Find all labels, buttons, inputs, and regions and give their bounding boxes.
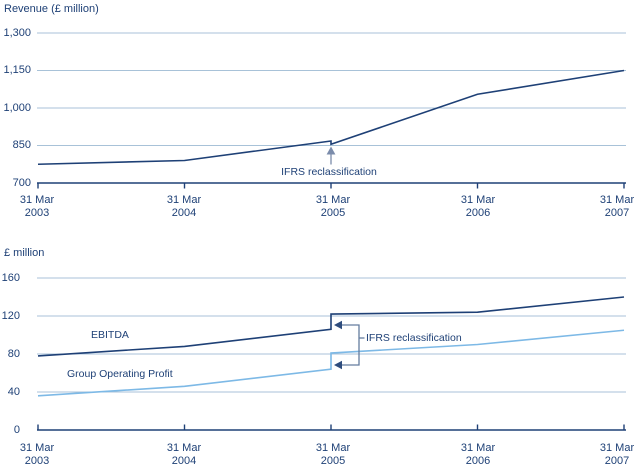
revenue-x-tick-2007: 31 Mar 2007 bbox=[582, 194, 640, 219]
revenue-chart-title: Revenue (£ million) bbox=[4, 3, 99, 15]
x-tick-year: 2003 bbox=[24, 454, 50, 467]
revenue-x-tick-2004: 31 Mar 2004 bbox=[149, 194, 219, 219]
ebitda-line bbox=[37, 296, 625, 357]
x-tick-year: 2003 bbox=[24, 206, 50, 219]
profit-ifrs-annotation: IFRS reclassification bbox=[366, 332, 462, 344]
profit-chart bbox=[37, 277, 626, 431]
profit-x-tick-2005: 31 Mar 2005 bbox=[298, 442, 368, 467]
revenue-x-tick-2005: 31 Mar 2005 bbox=[298, 194, 368, 219]
ifrs-bracket-icon bbox=[334, 320, 365, 370]
x-tick-date: 31 Mar bbox=[460, 194, 496, 206]
group-operating-profit-series-label: Group Operating Profit bbox=[67, 368, 173, 380]
x-tick-year: 2004 bbox=[171, 206, 197, 219]
x-axis bbox=[37, 424, 626, 431]
x-tick-year: 2006 bbox=[465, 206, 491, 219]
revenue-line bbox=[37, 69, 625, 166]
x-tick-year: 2004 bbox=[171, 454, 197, 467]
x-tick-date: 31 Mar bbox=[315, 442, 351, 454]
profit-y-tick-0: 0 bbox=[13, 424, 20, 436]
revenue-ifrs-annotation: IFRS reclassification bbox=[281, 166, 377, 178]
revenue-y-tick-1000: 1,000 bbox=[3, 102, 31, 114]
revenue-y-tick-850: 850 bbox=[12, 139, 31, 151]
x-tick-date: 31 Mar bbox=[19, 442, 55, 454]
x-tick-date: 31 Mar bbox=[19, 194, 55, 206]
x-tick-date: 31 Mar bbox=[166, 442, 202, 454]
ifrs-up-arrow-icon bbox=[326, 146, 336, 165]
gridlines bbox=[37, 32, 626, 146]
x-axis bbox=[37, 182, 626, 189]
profit-y-tick-80: 80 bbox=[7, 348, 20, 360]
profit-y-tick-120: 120 bbox=[1, 310, 20, 322]
x-tick-date: 31 Mar bbox=[166, 194, 202, 206]
revenue-x-tick-2006: 31 Mar 2006 bbox=[443, 194, 513, 219]
profit-x-tick-2004: 31 Mar 2004 bbox=[149, 442, 219, 467]
x-tick-date: 31 Mar bbox=[599, 442, 635, 454]
x-tick-year: 2007 bbox=[604, 454, 630, 467]
profit-x-tick-2003: 31 Mar 2003 bbox=[2, 442, 72, 467]
revenue-y-tick-700: 700 bbox=[12, 177, 31, 189]
x-tick-year: 2006 bbox=[465, 454, 491, 467]
profit-chart-title: £ million bbox=[4, 247, 45, 259]
profit-y-tick-160: 160 bbox=[1, 272, 20, 284]
x-tick-date: 31 Mar bbox=[599, 194, 635, 206]
group-operating-profit-line bbox=[37, 329, 625, 397]
profit-x-tick-2006: 31 Mar 2006 bbox=[443, 442, 513, 467]
x-tick-date: 31 Mar bbox=[315, 194, 351, 206]
revenue-y-tick-1300: 1,300 bbox=[3, 27, 31, 39]
x-tick-year: 2005 bbox=[320, 206, 346, 219]
revenue-chart bbox=[37, 32, 626, 189]
x-tick-date: 31 Mar bbox=[460, 442, 496, 454]
ebitda-series-label: EBITDA bbox=[91, 329, 129, 341]
revenue-x-tick-2003: 31 Mar 2003 bbox=[2, 194, 72, 219]
x-tick-year: 2005 bbox=[320, 454, 346, 467]
x-tick-year: 2007 bbox=[604, 206, 630, 219]
revenue-y-tick-1150: 1,150 bbox=[3, 64, 31, 76]
profit-x-tick-2007: 31 Mar 2007 bbox=[582, 442, 640, 467]
profit-y-tick-40: 40 bbox=[7, 386, 20, 398]
